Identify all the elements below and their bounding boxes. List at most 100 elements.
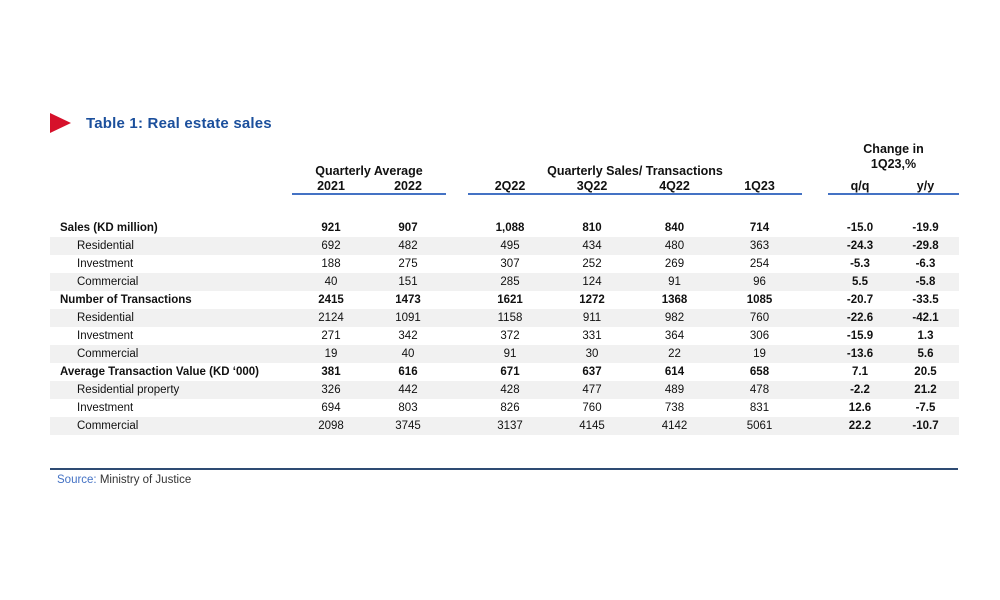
cell-value: 254: [749, 258, 770, 270]
column-spacer: [802, 237, 828, 255]
column-spacer: [446, 363, 468, 381]
cell-value: 188: [321, 258, 341, 270]
row-label: Residential: [50, 309, 292, 327]
footer-divider: [50, 468, 958, 470]
cell-value: 428: [468, 381, 552, 399]
row-label: Commercial: [50, 417, 292, 435]
cell-value: -29.8: [892, 237, 959, 255]
col-header-yoy: y/y: [892, 179, 959, 195]
table-body: Sales (KD million) 921 907 1,088 810 840 714 -1…: [50, 194, 959, 435]
col-group-quarterly-average: Quarterly Average: [315, 164, 423, 178]
column-spacer: [446, 399, 468, 417]
row-label: Sales (KD million): [60, 221, 158, 234]
cell-value: 637: [582, 366, 602, 378]
col-group-quarterly-sales-transactions: Quarterly Sales/ Transactions: [547, 164, 723, 178]
cell-value: 2415: [318, 294, 344, 306]
cell-value: 442: [370, 381, 446, 399]
cell-value: 3137: [468, 417, 552, 435]
column-spacer: [446, 273, 468, 291]
change-group-line1: Change in: [863, 142, 924, 156]
cell-value: -13.6: [828, 345, 892, 363]
cell-value: 614: [664, 366, 685, 378]
cell-value: -5.8: [892, 273, 959, 291]
row-label: Average Transaction Value (KD ‘000): [60, 366, 259, 378]
cell-value: 12.6: [848, 402, 872, 414]
cell-value: 1091: [370, 309, 446, 327]
cell-value: 19: [292, 345, 370, 363]
cell-value: 326: [292, 381, 370, 399]
column-spacer: [446, 179, 468, 194]
column-spacer: [802, 345, 828, 363]
cell-value: 921: [321, 222, 341, 234]
cell-value: 1085: [746, 294, 773, 306]
cell-value: 1473: [395, 294, 421, 306]
cell-value: 306: [749, 330, 770, 342]
cell-value: 3745: [370, 417, 446, 435]
cell-value: 982: [632, 309, 717, 327]
column-spacer: [802, 417, 828, 435]
cell-value: 331: [582, 330, 602, 342]
cell-value: 671: [500, 366, 520, 378]
table-row: Residential 2124 1091 1158 911 982 760 -22.6 -42…: [50, 309, 959, 327]
cell-value: -19.9: [912, 222, 939, 234]
cell-value: 22: [632, 345, 717, 363]
cell-value: -2.2: [828, 381, 892, 399]
cell-value: 40: [370, 345, 446, 363]
col-header-2022: 2022: [370, 179, 446, 195]
cell-value: 4145: [552, 417, 632, 435]
table-row: Sales (KD million) 921 907 1,088 810 840 714 -1…: [50, 194, 959, 237]
cell-value: 285: [468, 273, 552, 291]
column-spacer: [446, 291, 468, 309]
cell-value: -42.1: [892, 309, 959, 327]
column-spacer: [802, 179, 828, 194]
cell-value: 810: [582, 222, 602, 234]
col-group-change-in-1q23: Change in 1Q23,%: [828, 142, 959, 179]
red-triangle-icon: [50, 113, 71, 133]
cell-value: 1272: [579, 294, 605, 306]
table-row: Investment 188 275 307 252 269 254 -5.3 -6.3: [50, 255, 959, 273]
cell-value: 1621: [497, 294, 523, 306]
cell-value: 907: [398, 222, 418, 234]
row-label: Investment: [77, 402, 134, 414]
cell-value: 21.2: [892, 381, 959, 399]
cell-value: 269: [664, 258, 685, 270]
cell-value: 1158: [468, 309, 552, 327]
cell-value: 91: [632, 273, 717, 291]
col-header-2q22: 2Q22: [468, 179, 552, 195]
row-label: Residential property: [50, 381, 292, 399]
cell-value: 489: [632, 381, 717, 399]
column-spacer: [802, 194, 828, 237]
row-label: Residential: [50, 237, 292, 255]
cell-value: 30: [552, 345, 632, 363]
cell-value: 22.2: [828, 417, 892, 435]
column-spacer: [802, 363, 828, 381]
cell-value: -33.5: [912, 294, 939, 306]
cell-value: -15.0: [846, 222, 874, 234]
col-header-2021: 2021: [292, 179, 370, 195]
cell-value: 478: [717, 381, 802, 399]
cell-value: 381: [321, 366, 341, 378]
cell-value: 151: [370, 273, 446, 291]
cell-value: 1,088: [495, 222, 525, 234]
column-spacer: [446, 237, 468, 255]
column-spacer: [446, 309, 468, 327]
cell-value: 714: [749, 222, 770, 234]
cell-value: 1368: [661, 294, 688, 306]
row-label: Investment: [77, 258, 134, 270]
table-row: Commercial 2098 3745 3137 4145 4142 5061 22.2 -1…: [50, 417, 959, 435]
cell-value: 252: [582, 258, 602, 270]
row-label: Number of Transactions: [60, 294, 192, 306]
cell-value: 434: [552, 237, 632, 255]
cell-value: -5.3: [850, 258, 870, 270]
col-header-qoq: q/q: [828, 179, 892, 195]
cell-value: 20.5: [914, 366, 937, 378]
column-spacer: [802, 142, 828, 179]
cell-value: 96: [717, 273, 802, 291]
row-label: Commercial: [50, 273, 292, 291]
group-header-row: Quarterly Average Quarterly Sales/ Trans…: [50, 142, 959, 179]
table-title-block: Table 1: Real estate sales: [50, 113, 272, 133]
column-spacer: [802, 255, 828, 273]
table-row: Commercial 19 40 91 30 22 19 -13.6 5.6: [50, 345, 959, 363]
cell-value: 480: [632, 237, 717, 255]
table-title: Table 1: Real estate sales: [86, 114, 272, 132]
